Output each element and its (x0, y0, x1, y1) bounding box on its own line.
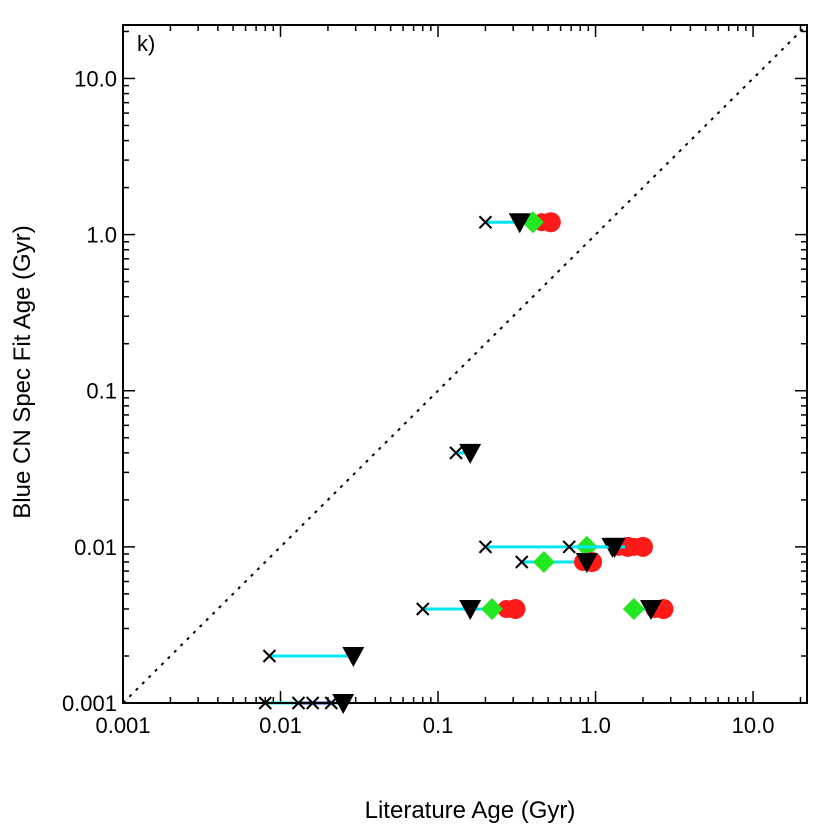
black-triangle-marker (508, 213, 531, 234)
black-triangle-marker (575, 552, 598, 573)
black-triangle-marker (603, 537, 626, 558)
red-circle-marker-left (497, 599, 516, 618)
black-cross-marker (416, 602, 430, 616)
x-tick-label: 0.1 (423, 713, 454, 738)
black-cross-marker (262, 649, 277, 663)
y-tick-label: 10.0 (74, 66, 117, 91)
y-tick-label: 0.001 (62, 691, 117, 716)
black-cross-marker (478, 540, 493, 554)
black-cross-marker (449, 446, 463, 460)
black-triangle-marker (459, 443, 482, 464)
y-axis-title: Blue CN Spec Fit Age (Gyr) (9, 225, 36, 518)
green-diamond-marker (532, 550, 555, 573)
axes-layer: 0.001 0.01 0.1 1.0 10.0 0.001 0.01 0.1 1.0 10.0 (62, 25, 807, 738)
green-diamond-marker (622, 597, 645, 620)
black-triangle-marker (459, 599, 482, 620)
black-triangle-marker (640, 599, 663, 620)
x-tick-label: 0.001 (95, 713, 150, 738)
black-cross-marker (478, 215, 493, 229)
black-cross-marker (515, 555, 529, 569)
marks-layer (122, 24, 808, 714)
x-axis-title: Literature Age (Gyr) (365, 797, 576, 824)
plot-frame (122, 24, 808, 704)
panel-label: k) (137, 31, 155, 56)
black-triangle-marker (342, 646, 365, 667)
x-tick-label: 0.01 (259, 713, 302, 738)
red-circle-marker-left (624, 537, 643, 556)
x-tick-label: 1.0 (580, 713, 611, 738)
x-tick-label: 10.0 (732, 713, 775, 738)
y-tick-label: 1.0 (86, 223, 117, 248)
y-tick-label: 0.01 (74, 535, 117, 560)
y-tick-label: 0.1 (86, 379, 117, 404)
one-to-one-line (122, 24, 808, 704)
black-cross-marker (562, 540, 576, 554)
green-diamond-marker (480, 597, 503, 620)
